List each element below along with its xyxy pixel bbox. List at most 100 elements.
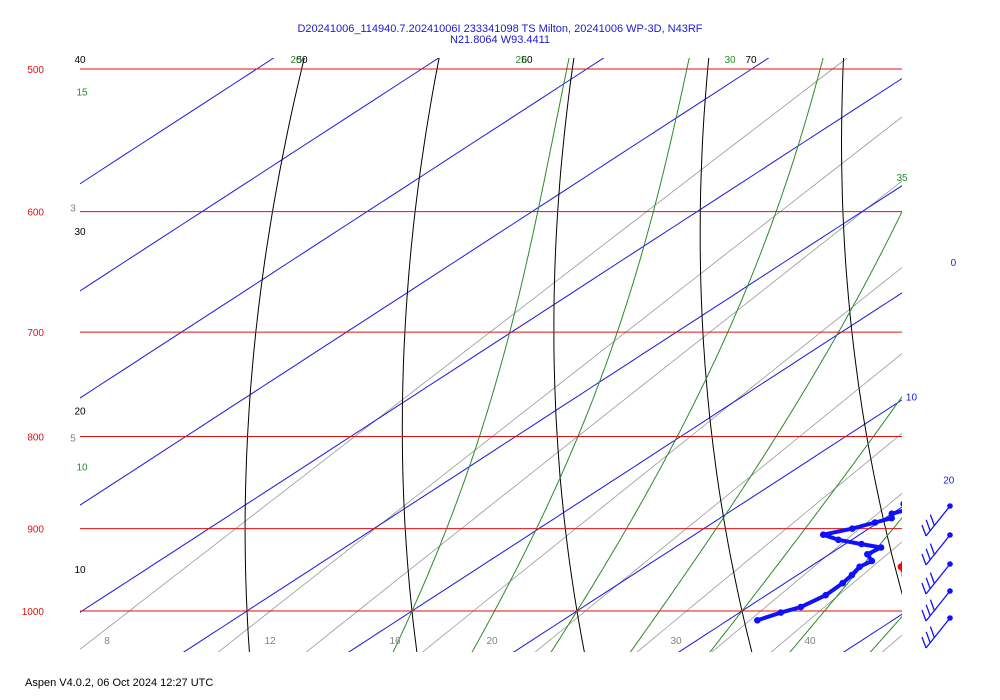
bottom-scale-label: 16 <box>389 636 401 647</box>
temperature-trace-point <box>914 580 921 587</box>
wind-barb-station <box>947 588 953 594</box>
dry-adiabat-label: 20 <box>74 407 86 418</box>
bottom-scale-label: 30 <box>670 636 682 647</box>
sounding-traces <box>754 497 995 624</box>
wind-barb-flag <box>925 519 931 532</box>
wind-barb-flag <box>921 582 927 595</box>
isotherm-line <box>979 0 1000 671</box>
wind-barb <box>921 615 953 649</box>
wind-barb-flag <box>921 636 927 649</box>
dry-adiabats <box>244 58 902 652</box>
wind-barb <box>921 503 953 537</box>
wind-barb <box>921 561 953 595</box>
dewpoint-trace-point <box>839 579 846 587</box>
y-tick-label: 700 <box>27 328 44 339</box>
dewpoint-trace-point <box>917 497 924 504</box>
dry-adiabat-label: 40 <box>74 55 86 66</box>
wind-barb-flag <box>929 543 936 555</box>
dry-adiabat-label: 10 <box>74 565 86 576</box>
dewpoint-trace-point <box>754 617 761 624</box>
mixing-ratio-line <box>711 492 902 652</box>
bottom-scale-label: 8 <box>104 636 110 647</box>
dewpoint-trace-point <box>864 550 871 558</box>
dewpoint-trace-point <box>848 571 856 579</box>
wind-barb <box>921 588 953 622</box>
temperature-trace-point <box>902 555 909 562</box>
temperature-trace-point <box>988 612 995 619</box>
mixing-ratio-label: 5 <box>70 433 76 444</box>
temperature-trace-point <box>935 534 942 541</box>
y-tick-label: 600 <box>27 208 44 219</box>
dewpoint-trace-point <box>797 603 805 611</box>
wind-barb-staff <box>925 563 951 595</box>
isotherm-line <box>182 185 902 652</box>
isotherm-line <box>80 58 605 399</box>
y-tick-label: 800 <box>27 433 44 444</box>
mixing-ratio-label: 3 <box>70 204 76 215</box>
dry-adiabat-line <box>553 58 585 652</box>
temperature-trace-point <box>967 604 974 611</box>
dewpoint-trace <box>755 502 902 623</box>
wind-barbs <box>921 503 953 649</box>
dry-adiabat-label: 70 <box>745 55 757 66</box>
temperature-trace-point <box>957 517 964 524</box>
temperature-trace <box>898 560 902 574</box>
mixing-ratio-line <box>534 353 902 652</box>
wind-barb-staff <box>925 617 951 649</box>
dewpoint-trace-point <box>900 501 902 507</box>
isotherm-label: 20 <box>943 475 955 486</box>
mixing-ratio-line <box>421 266 902 652</box>
moist-adiabat-label: 15 <box>76 88 88 99</box>
dewpoint-trace-point <box>888 514 895 522</box>
dewpoint-trace-point <box>835 536 842 544</box>
dry-adiabat-label: 30 <box>74 227 86 238</box>
dewpoint-trace-point <box>871 519 879 526</box>
moist-adiabat-label: 20 <box>290 55 302 66</box>
mixing-ratio-line <box>881 634 902 652</box>
dewpoint-trace-point <box>819 531 827 538</box>
dewpoint-trace-point <box>777 609 785 616</box>
bottom-scale-label: 12 <box>264 636 276 647</box>
temperature-trace-point <box>897 563 902 571</box>
wind-barb-flag <box>929 599 936 611</box>
moist-adiabat-label: 30 <box>724 55 736 66</box>
isobars <box>80 68 902 612</box>
chart-subtitle-location: N21.8064 W93.4411 <box>449 34 551 46</box>
moist-adiabat-label: 10 <box>76 463 88 474</box>
wind-barb-station <box>947 561 953 567</box>
wind-barb <box>921 532 953 566</box>
wind-barb-flag <box>929 514 936 526</box>
moist-adiabat-line <box>869 615 902 652</box>
footer-version: Aspen V4.0.2, 06 Oct 2024 12:27 UTC <box>25 677 214 689</box>
dewpoint-trace-point <box>868 557 876 565</box>
wind-barb-station <box>947 615 953 621</box>
moist-adiabat-line <box>709 395 902 652</box>
y-tick-label: 900 <box>27 525 44 536</box>
wind-barb-station <box>947 503 953 509</box>
dewpoint-trace-point <box>856 563 863 571</box>
isotherm-line <box>512 399 902 652</box>
wind-barb-flag <box>921 524 927 537</box>
wind-barb-flag <box>921 609 927 622</box>
wind-barb-flag <box>921 553 927 566</box>
isotherm-line <box>347 292 902 652</box>
isotherm-line <box>80 58 275 185</box>
dry-adiabat-label: 50 <box>296 55 308 66</box>
isotherm-line <box>80 77 902 613</box>
wind-barb-station <box>947 532 953 538</box>
wind-barb-flag <box>925 604 931 617</box>
mixing-ratio-lines <box>80 58 902 652</box>
wind-barb-staff <box>925 590 951 622</box>
temperature-trace-point <box>964 508 971 515</box>
mixing-ratio-line <box>80 58 848 650</box>
y-tick-label: 1000 <box>22 607 45 618</box>
wind-barb-flag <box>925 631 931 644</box>
y-tick-label: 500 <box>27 65 44 76</box>
isotherm-line <box>80 58 770 506</box>
dry-adiabat-line <box>401 58 440 652</box>
chart-title: D20241006_114940.7.20241006I 233341098 T… <box>297 23 703 35</box>
wind-barb-staff <box>925 534 951 566</box>
moist-adiabat-line <box>933 0 1000 671</box>
isotherm-line <box>677 506 902 652</box>
